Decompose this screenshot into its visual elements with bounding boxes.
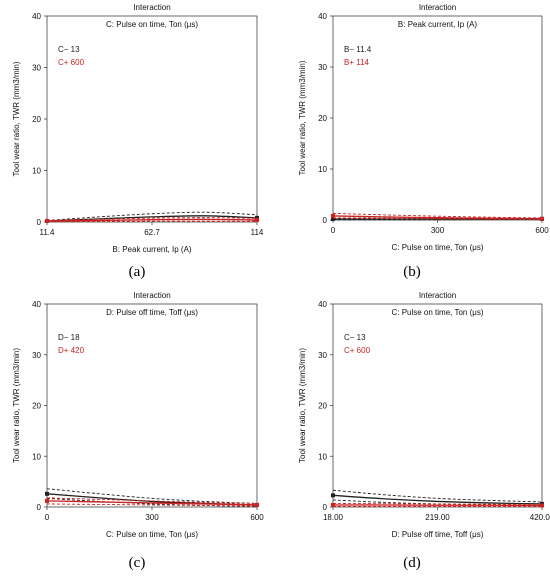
confidence-upper-line [332,212,543,219]
chart-panel: Interaction C: Pulse on time, Ton (μs) 0 10… [12,3,264,280]
legend-entry: C− 13 [58,45,80,54]
y-tick-label: 10 [32,452,41,461]
y-tick-label: 20 [32,115,41,124]
series-end-marker [540,216,544,221]
series-end-marker [45,218,49,223]
y-tick-label: 0 [37,503,42,512]
confidence-upper-line [332,503,543,505]
x-tick-label: 11.4 [40,228,56,237]
y-tick-label: 10 [32,167,41,176]
factor-subtitle: C: Pulse on time, Ton (μs) [391,308,483,317]
panel-caption: (b) [403,264,421,280]
x-tick-label: 600 [535,226,549,235]
series-group [331,502,544,508]
series-end-marker [45,491,49,496]
series-end-marker [255,502,259,507]
panel-header: Interaction [133,3,170,12]
confidence-lower-line [332,217,543,220]
legend-entry: D− 18 [58,333,80,342]
legend-entry: D+ 420 [58,346,85,355]
x-tick-label: 219.00 [425,513,450,522]
x-tick-label: 0 [45,513,50,522]
chart-panel: Interaction B: Peak current, Ip (A) 0 10 20 3… [298,3,549,280]
y-axis-label: Tool wear ratio, TWR (mm3/min) [12,348,21,463]
y-tick-label: 10 [318,165,327,174]
confidence-upper-line [332,489,543,503]
confidence-upper-line [46,211,258,221]
x-axis-label: D: Pulse off time, Toff (μs) [392,530,484,539]
legend-entry: B− 11.4 [344,45,372,54]
series-end-marker [45,498,49,503]
y-tick-label: 10 [318,452,327,461]
x-tick-label: 62.7 [144,228,160,237]
y-tick-label: 40 [32,12,41,21]
series-end-marker [331,493,335,498]
y-tick-label: 0 [37,218,42,227]
factor-subtitle: C: Pulse on time, Ton (μs) [106,20,198,29]
panel-caption: (c) [129,555,146,571]
y-tick-label: 40 [318,300,327,309]
x-tick-label: 420.00 [530,513,550,522]
series-end-marker [255,215,259,220]
x-axis-label: C: Pulse on time, Ton (μs) [391,243,483,252]
y-tick-label: 40 [318,12,327,21]
panel-header: Interaction [419,291,456,300]
x-tick-label: 600 [250,513,264,522]
y-axis-label: Tool wear ratio, TWR (mm3/min) [12,61,21,176]
panel-header: Interaction [419,3,456,12]
y-tick-label: 20 [318,402,327,411]
confidence-lower-line [46,497,258,507]
legend-entry: C+ 600 [344,346,371,355]
chart-panel: Interaction C: Pulse on time, Ton (μs) 0 10… [298,291,550,571]
confidence-lower-line [46,503,258,507]
y-tick-label: 30 [32,351,41,360]
x-tick-label: 18.00 [323,513,344,522]
y-axis-label: Tool wear ratio, TWR (mm3/min) [298,60,307,175]
series-group [45,497,259,507]
series-end-marker [255,217,259,222]
confidence-upper-line [46,497,258,504]
series-mean-line [46,500,258,506]
series-mean-line [332,215,543,220]
y-tick-label: 20 [32,402,41,411]
series-mean-line [46,218,258,222]
series-mean-line [332,504,543,507]
x-axis-label: C: Pulse on time, Ton (μs) [106,530,198,539]
series-group [45,217,259,223]
legend-entry: C− 13 [344,333,366,342]
chart-panel: Interaction D: Pulse off time, Toff (μs) 0… [12,291,264,571]
series-end-marker [331,502,335,507]
series-mean-line [332,494,543,505]
series-end-marker [331,213,335,218]
panel-caption: (d) [403,555,421,571]
confidence-lower-line [46,220,258,223]
x-tick-label: 0 [331,226,336,235]
x-tick-label: 300 [145,513,159,522]
legend-entry: C+ 600 [58,58,85,67]
panel-caption: (a) [129,264,146,280]
panel-header: Interaction [133,291,170,300]
confidence-lower-line [332,499,543,506]
x-tick-label: 114 [251,228,264,237]
confidence-upper-line [46,217,258,221]
y-tick-label: 30 [318,351,327,360]
y-tick-label: 30 [32,64,41,73]
y-tick-label: 0 [323,503,328,512]
y-axis-label: Tool wear ratio, TWR (mm3/min) [298,348,307,463]
x-axis-label: B: Peak current, Ip (A) [112,245,191,254]
factor-subtitle: B: Peak current, Ip (A) [398,20,477,29]
series-end-marker [331,216,335,221]
legend-entry: B+ 114 [344,58,370,67]
y-tick-label: 20 [318,114,327,123]
confidence-upper-line [46,488,258,504]
series-group [331,212,544,221]
x-tick-label: 300 [431,226,445,235]
y-tick-label: 40 [32,300,41,309]
y-tick-label: 0 [323,216,328,225]
y-tick-label: 30 [318,63,327,72]
factor-subtitle: D: Pulse off time, Toff (μs) [106,308,198,317]
series-end-marker [540,503,544,508]
